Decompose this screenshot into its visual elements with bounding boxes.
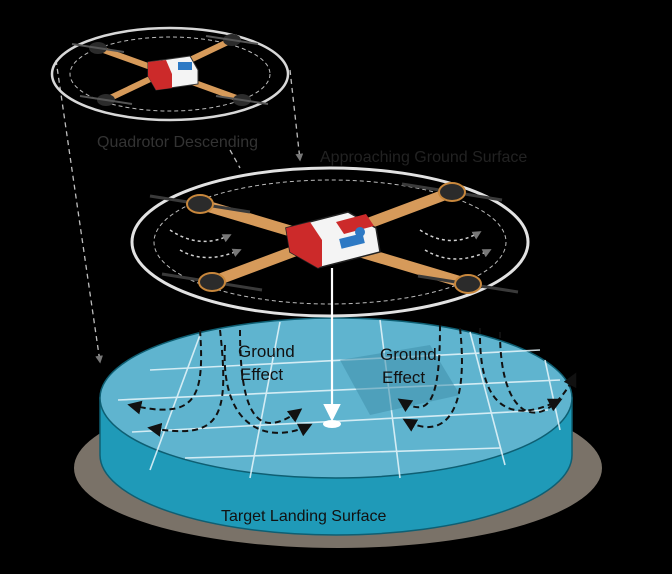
label-ground-effect-right-line2: Effect (382, 368, 425, 387)
landing-target-spot (323, 420, 341, 428)
drone-body-mid (285, 211, 381, 269)
ground-effect-flow-right (397, 324, 577, 432)
label-approaching-ground-surface: Approaching Ground Surface (320, 149, 527, 166)
drone-body-top (147, 55, 199, 91)
motor-mid-2 (401, 182, 503, 202)
rotor-downwash (169, 229, 492, 260)
motor-mid-3 (161, 272, 263, 292)
label-ground-effect-right: Ground Effect (380, 345, 441, 387)
ground-effect-flow-left (127, 329, 313, 437)
label-ground-effect-left-line1: Ground (238, 342, 295, 361)
motor-top-2 (205, 34, 259, 46)
motor-top-4 (215, 94, 269, 106)
label-ground-effect-right-line1: Ground (380, 345, 437, 364)
label-ground-effect-left-line2: Effect (240, 365, 283, 384)
drone-descending (50, 26, 290, 122)
drone-approaching (130, 166, 530, 318)
landing-surface-top (99, 317, 573, 479)
projection-lines (55, 59, 304, 364)
label-quadrotor-descending: Quadrotor Descending (97, 134, 258, 151)
motor-top-3 (79, 94, 133, 106)
motor-mid-4 (417, 274, 519, 294)
label-target-landing-surface: Target Landing Surface (221, 508, 387, 525)
guard-ring-mid (130, 166, 530, 318)
motor-mid-1 (149, 194, 251, 214)
label-ground-effect-left: Ground Effect (238, 342, 299, 384)
motor-top-1 (71, 42, 125, 54)
guard-ring-top (50, 26, 290, 122)
drone-shadow (340, 345, 460, 415)
